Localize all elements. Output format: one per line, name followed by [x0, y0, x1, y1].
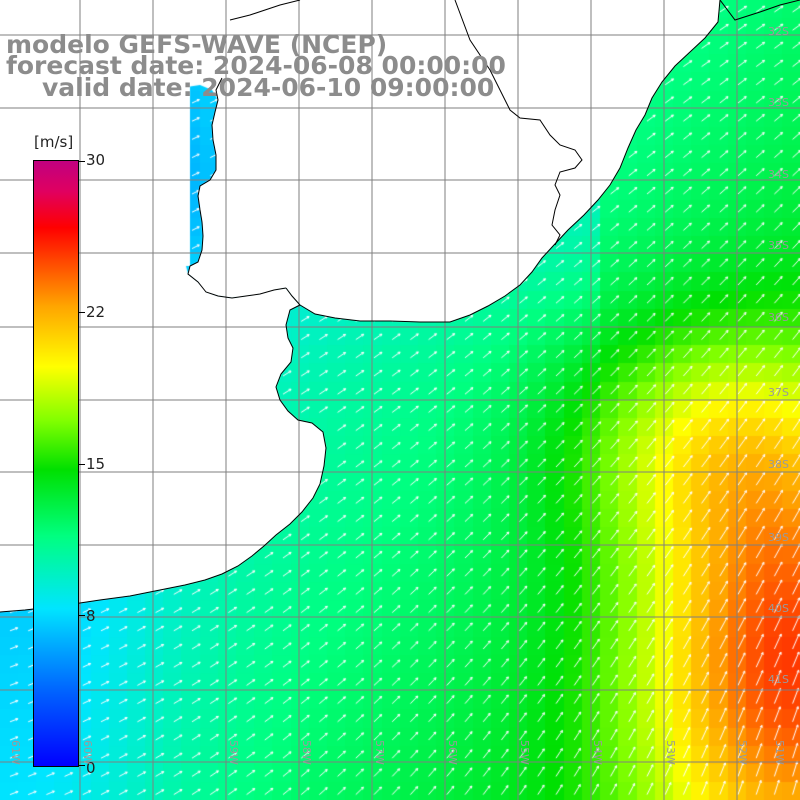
longitude-label: 58W — [300, 740, 313, 765]
title-line-3: valid date: 2024-06-10 09:00:00 — [42, 73, 495, 102]
title-line-1: modelo GEFS-WAVE (NCEP) — [6, 30, 388, 59]
colorbar-tick — [79, 161, 85, 162]
latitude-label: 34S — [768, 168, 789, 181]
latitude-label: 37S — [768, 386, 789, 399]
latitude-label: 38S — [768, 458, 789, 471]
longitude-label: 61W — [9, 740, 22, 765]
longitude-label: 59W — [227, 740, 240, 765]
latitude-label: 40S — [768, 602, 789, 615]
colorbar-tick-label: 15 — [86, 455, 106, 473]
colorbar-tick-label: 30 — [86, 151, 106, 169]
border-uruguay — [454, 0, 583, 246]
colorbar-tick-label: 8 — [86, 607, 96, 625]
longitude-label: 52W — [736, 740, 749, 765]
longitude-label: 55W — [518, 740, 531, 765]
colorbar-tick — [79, 615, 85, 616]
latitude-label: 39S — [768, 531, 789, 544]
latitude-label: 41S — [768, 673, 789, 686]
latitude-label: 35S — [768, 239, 789, 252]
longitude-label: 53W — [664, 740, 677, 765]
colorbar-tick — [79, 312, 85, 313]
coastline-uruguay — [285, 0, 721, 323]
longitude-label: 56W — [446, 740, 459, 765]
latitude-label: 32S — [768, 25, 789, 38]
longitude-label: 51W — [773, 740, 786, 765]
title-line-2: forecast date: 2024-06-08 00:00:00 — [6, 51, 506, 80]
coastline-argentina — [0, 304, 327, 613]
latitude-label: 33S — [768, 96, 789, 109]
coastline-parana — [187, 77, 287, 299]
coastline-brazil — [719, 0, 800, 21]
colorbar — [34, 161, 78, 766]
colorbar-frame — [33, 160, 79, 767]
colorbar-tick — [79, 464, 85, 465]
river-border — [229, 0, 301, 21]
colorbar-tick-label: 22 — [86, 303, 106, 321]
longitude-label: 60W — [81, 740, 94, 765]
colorbar-unit: [m/s] — [34, 133, 74, 151]
longitude-label: 57W — [373, 740, 386, 765]
latitude-label: 36S — [768, 311, 789, 324]
colorbar-tick — [79, 765, 85, 766]
colorbar-tick-label: 0 — [86, 759, 96, 777]
longitude-label: 54W — [591, 740, 604, 765]
